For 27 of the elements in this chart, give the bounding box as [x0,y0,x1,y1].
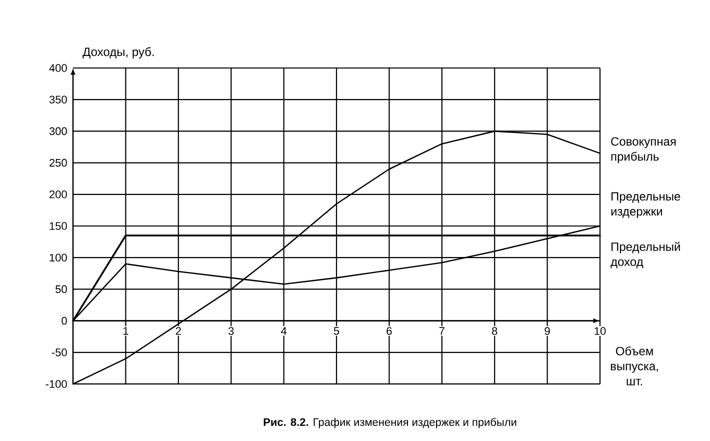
x-tick-label: 1 [123,327,128,335]
x-tick-label: 4 [280,327,287,335]
x-tick-label: 7 [439,327,444,335]
series-label: Предельный доход [610,242,680,268]
y-tick-label: -100 [46,380,67,388]
x-tick-label: 5 [334,327,340,335]
series-label: Предельные издержки [611,192,680,218]
x-tick-label: 8 [492,327,498,335]
y-tick-label: 100 [50,254,67,262]
y-tick-label: -50 [52,348,67,356]
text: Рис. 8.2. График изменения издержек и прибыли [264,418,516,428]
x-axis-title: Объем выпуска, шт. [610,346,658,386]
x-tick-label: 2 [176,327,181,335]
y-tick-label: 300 [49,127,67,136]
x-tick-label: 10 [594,327,606,335]
x-tick-label: 6 [386,327,392,335]
y-tick-label: 150 [50,222,67,230]
y-tick-label: 400 [49,64,67,72]
series-label: Совокупная прибыль [611,137,676,164]
y-axis-title: Доходы, руб. [82,47,154,58]
y-tick-label: 50 [56,285,67,294]
x-tick-label: 3 [228,327,234,335]
y-tick-label: 250 [50,158,67,167]
y-tick-label: 200 [50,190,67,198]
x-tick-label: 9 [544,327,550,335]
y-tick-label: 0 [62,316,67,325]
y-tick-label: 350 [49,96,67,104]
